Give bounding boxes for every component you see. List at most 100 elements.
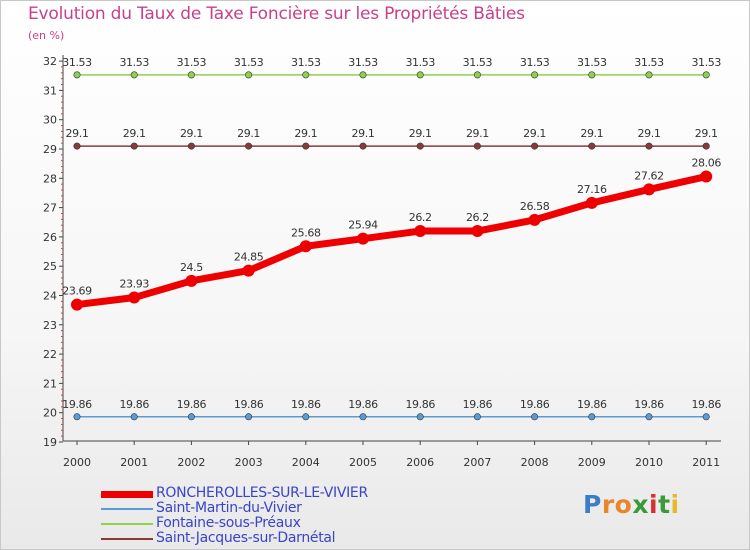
data-label: 29.1 bbox=[352, 127, 375, 140]
y-tick-label: 25 bbox=[43, 260, 57, 273]
data-label: 26.2 bbox=[466, 211, 489, 224]
data-point bbox=[702, 142, 710, 150]
data-label: 27.62 bbox=[634, 169, 664, 182]
data-point bbox=[471, 225, 484, 238]
data-point bbox=[242, 264, 255, 277]
data-label: 19.86 bbox=[463, 398, 493, 411]
data-point bbox=[585, 196, 598, 209]
data-label: 19.86 bbox=[62, 398, 92, 411]
data-label: 29.1 bbox=[409, 127, 432, 140]
logo-letter: x bbox=[632, 490, 649, 519]
data-label: 31.53 bbox=[634, 56, 664, 69]
data-label: 23.69 bbox=[62, 285, 92, 298]
data-label: 29.1 bbox=[237, 127, 260, 140]
data-label: 31.53 bbox=[463, 56, 493, 69]
data-label: 31.53 bbox=[62, 56, 92, 69]
legend-label: RONCHEROLLES-SUR-LE-VIVIER bbox=[156, 485, 368, 501]
data-label: 19.86 bbox=[291, 398, 321, 411]
data-point bbox=[357, 232, 369, 245]
data-point bbox=[130, 142, 138, 150]
data-label: 19.86 bbox=[577, 398, 607, 411]
data-point bbox=[645, 71, 653, 79]
legend-label: Saint-Martin-du-Vivier bbox=[156, 500, 302, 516]
y-tick-label: 20 bbox=[43, 407, 57, 420]
data-point bbox=[645, 413, 653, 421]
logo-letter: t bbox=[658, 490, 671, 519]
legend-swatch bbox=[101, 538, 153, 540]
data-point bbox=[645, 142, 653, 150]
line-chart: 19 20 21 22 23 24 25 26 27 28 29 30 31 32 2000 2001 2002… bbox=[43, 55, 722, 469]
data-label: 19.86 bbox=[177, 398, 207, 411]
data-point bbox=[528, 213, 541, 226]
x-tick-label: 2009 bbox=[578, 456, 606, 469]
data-point bbox=[702, 413, 710, 421]
data-point bbox=[302, 142, 310, 150]
data-point bbox=[702, 71, 710, 79]
data-point bbox=[187, 142, 195, 150]
series-line bbox=[73, 173, 710, 309]
data-label: 31.53 bbox=[348, 56, 378, 69]
data-label: 29.1 bbox=[294, 127, 317, 140]
data-point bbox=[700, 170, 713, 183]
x-tick-label: 2005 bbox=[349, 456, 377, 469]
data-point bbox=[299, 240, 312, 253]
data-point bbox=[473, 413, 481, 421]
y-tick-label: 26 bbox=[43, 231, 57, 244]
logo-letter: i bbox=[649, 490, 659, 519]
data-label: 19.86 bbox=[119, 398, 149, 411]
y-tick-label: 31 bbox=[43, 84, 57, 97]
y-tick-label: 27 bbox=[43, 202, 57, 215]
data-label: 29.1 bbox=[695, 127, 718, 140]
data-point bbox=[187, 413, 195, 421]
data-label: 27.16 bbox=[577, 183, 607, 196]
data-point bbox=[531, 71, 539, 79]
data-point bbox=[359, 71, 367, 79]
x-tick-label: 2010 bbox=[635, 456, 663, 469]
legend-label: Saint-Jacques-sur-Darnétal bbox=[156, 530, 336, 546]
data-label: 19.86 bbox=[634, 398, 664, 411]
data-label: 31.53 bbox=[291, 56, 321, 69]
data-point bbox=[71, 298, 83, 311]
data-label: 26.58 bbox=[520, 200, 550, 213]
data-label: 19.86 bbox=[234, 398, 264, 411]
data-label: 24.85 bbox=[234, 251, 264, 264]
y-tick-label: 30 bbox=[43, 114, 57, 127]
x-tick-label: 2006 bbox=[406, 456, 434, 469]
logo-letter: r bbox=[601, 490, 615, 519]
y-tick-label: 23 bbox=[43, 319, 57, 332]
data-label: 28.06 bbox=[691, 157, 721, 170]
legend-swatch bbox=[101, 490, 153, 498]
legend-swatch bbox=[101, 523, 153, 525]
chart-title: Evolution du Taux de Taxe Foncière sur l… bbox=[28, 4, 525, 24]
data-point bbox=[416, 71, 424, 79]
proxiti-logo: Proxiti bbox=[583, 490, 680, 519]
data-point bbox=[302, 413, 310, 421]
data-label: 19.86 bbox=[520, 398, 550, 411]
data-point bbox=[531, 142, 539, 150]
data-point bbox=[130, 71, 138, 79]
data-label: 19.86 bbox=[348, 398, 378, 411]
data-label: 31.53 bbox=[577, 56, 607, 69]
logo-letter: P bbox=[583, 490, 602, 519]
data-label: 29.1 bbox=[123, 127, 146, 140]
data-label: 23.93 bbox=[119, 278, 149, 291]
data-point bbox=[473, 142, 481, 150]
data-label: 29.1 bbox=[466, 127, 489, 140]
data-label: 29.1 bbox=[638, 127, 661, 140]
data-point bbox=[73, 71, 81, 79]
data-point bbox=[302, 71, 310, 79]
data-point bbox=[245, 142, 253, 150]
data-label: 29.1 bbox=[66, 127, 89, 140]
y-tick-label: 22 bbox=[43, 348, 57, 361]
x-tick-label: 2007 bbox=[463, 456, 491, 469]
y-tick-label: 24 bbox=[43, 290, 57, 303]
data-label: 31.53 bbox=[234, 56, 264, 69]
data-point bbox=[416, 142, 424, 150]
data-point bbox=[588, 142, 596, 150]
data-point bbox=[185, 274, 198, 287]
data-label: 19.86 bbox=[405, 398, 435, 411]
data-point bbox=[359, 142, 367, 150]
data-label: 29.1 bbox=[523, 127, 546, 140]
logo-letter: i bbox=[670, 490, 680, 519]
